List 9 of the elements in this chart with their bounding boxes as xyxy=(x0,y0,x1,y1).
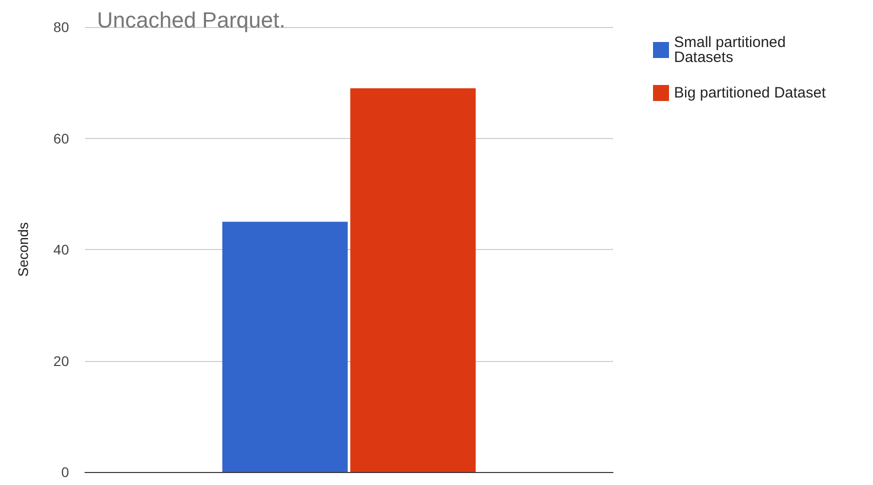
y-tick-label: 40 xyxy=(53,242,70,258)
y-tick-label: 20 xyxy=(53,352,70,369)
y-tick-label: 0 xyxy=(61,464,70,480)
legend-label: Small partitioned Datasets xyxy=(674,34,790,66)
y-axis-title: Seconds xyxy=(15,222,31,277)
y-tick-label: 60 xyxy=(53,130,70,146)
chart-title: Uncached Parquet. xyxy=(97,8,286,32)
legend-label: Big partitioned Dataset xyxy=(674,84,827,102)
y-tick-label: 80 xyxy=(53,19,70,35)
